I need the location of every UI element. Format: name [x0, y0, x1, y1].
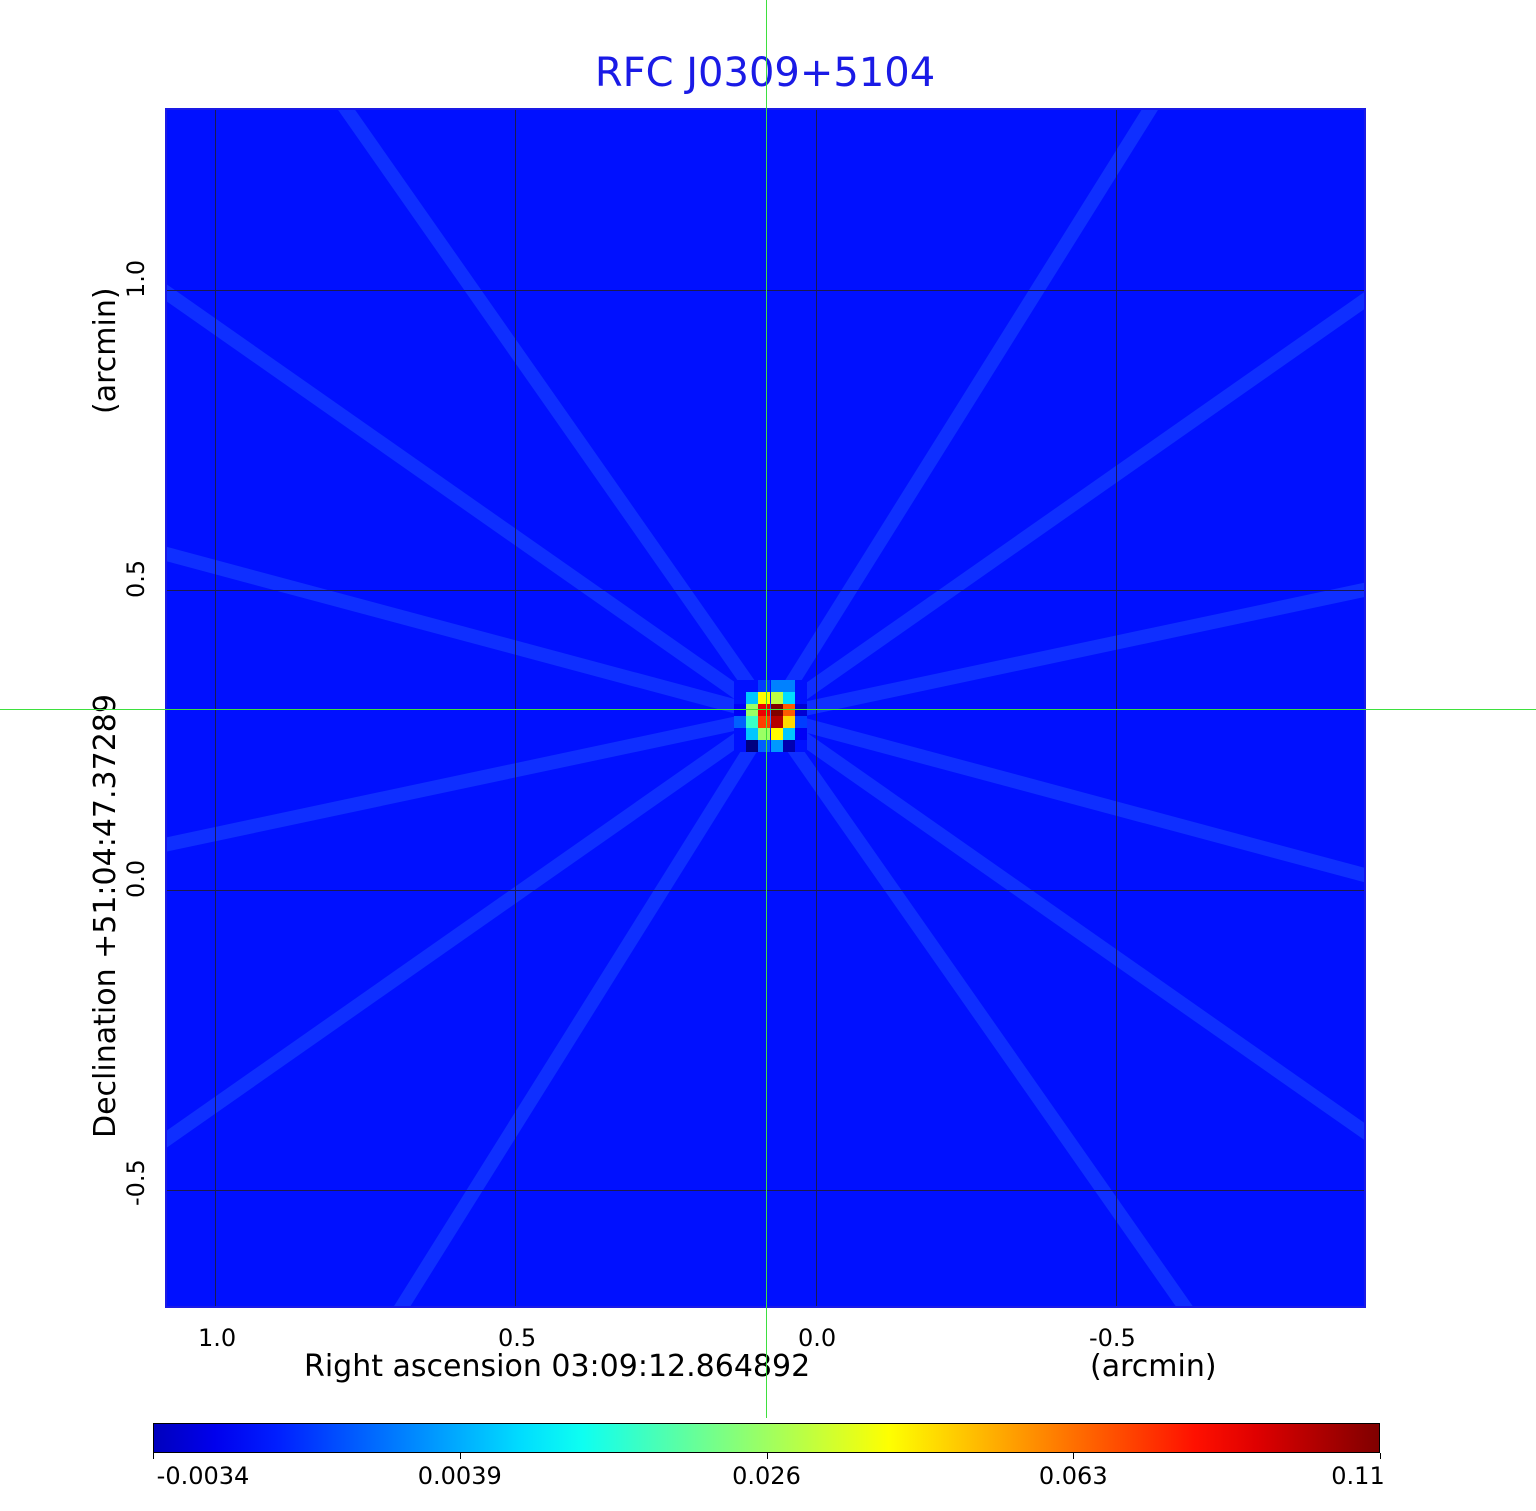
source-pixel — [758, 740, 771, 753]
source-pixel — [746, 679, 759, 692]
source-pixel — [770, 716, 783, 728]
grid-line-horizontal — [167, 890, 1364, 891]
colorbar-tick-mark — [1380, 1453, 1381, 1459]
y-tick-label: 0.5 — [122, 559, 150, 598]
colorbar-tick-mark — [153, 1453, 154, 1459]
grid-line-horizontal — [167, 590, 1364, 591]
colorbar-tick-mark — [459, 1453, 461, 1459]
source-pixel — [746, 716, 759, 728]
source-pixel — [794, 691, 807, 704]
source-pixel — [734, 740, 747, 753]
source-pixel — [734, 691, 747, 704]
grid-line-horizontal — [167, 1190, 1364, 1191]
source-pixel — [734, 716, 747, 728]
source-pixel — [746, 728, 759, 740]
source-pixel — [746, 691, 759, 704]
source-pixel — [782, 691, 795, 704]
y-axis-label: Declination +51:04:47.37289 — [88, 694, 123, 1138]
source-pixel — [734, 679, 747, 692]
x-axis-unit: (arcmin) — [1090, 1349, 1217, 1384]
colorbar-tick-mark — [766, 1453, 768, 1459]
colorbar-tick-label: 0.0039 — [417, 1462, 502, 1490]
source-pixel — [734, 728, 747, 740]
grid-line-vertical — [1115, 110, 1117, 1306]
colorbar-tick-label: 0.063 — [1038, 1462, 1108, 1490]
source-pixel — [782, 716, 795, 728]
y-tick-label: 0.0 — [122, 859, 150, 898]
source-pixel — [782, 740, 795, 753]
x-tick-label: 1.0 — [198, 1324, 237, 1352]
source-pixel — [782, 728, 795, 740]
crosshair-horizontal — [0, 709, 1536, 710]
colorbar — [153, 1423, 1380, 1453]
grid-line-horizontal — [167, 290, 1364, 291]
grid-line-vertical — [515, 110, 517, 1306]
y-axis-unit: (arcmin) — [88, 287, 123, 414]
source-pixel — [794, 728, 807, 740]
colorbar-tick-label: 0.11 — [1331, 1462, 1385, 1490]
source-pixel — [770, 679, 783, 692]
plot-title: RFC J0309+5104 — [594, 50, 936, 96]
y-tick-label: 1.0 — [122, 259, 150, 298]
source-pixel — [746, 740, 759, 753]
y-tick-label: -0.5 — [122, 1159, 150, 1206]
source-pixel — [770, 740, 783, 753]
grid-line-vertical — [215, 110, 217, 1306]
source-pixel — [770, 728, 783, 740]
x-tick-label: 0.0 — [798, 1324, 837, 1352]
source-pixel — [794, 679, 807, 692]
colorbar-tick-label: -0.0034 — [156, 1462, 250, 1490]
grid-line-vertical — [815, 110, 817, 1306]
x-tick-label: 0.5 — [498, 1324, 537, 1352]
colorbar-tick-label: 0.026 — [732, 1462, 801, 1490]
source-pixel — [794, 716, 807, 728]
source-pixel — [758, 691, 771, 704]
x-tick-label: -0.5 — [1089, 1324, 1136, 1352]
source-pixel — [758, 679, 771, 692]
source-pixel — [758, 728, 771, 740]
x-axis-label: Right ascension 03:09:12.864892 — [304, 1349, 811, 1384]
image-plot-area[interactable] — [165, 108, 1366, 1308]
source-pixel — [782, 679, 795, 692]
colorbar-tick-mark — [1073, 1453, 1075, 1459]
source-pixel — [794, 740, 807, 753]
source-pixel — [758, 716, 771, 728]
source-pixel — [770, 691, 783, 704]
